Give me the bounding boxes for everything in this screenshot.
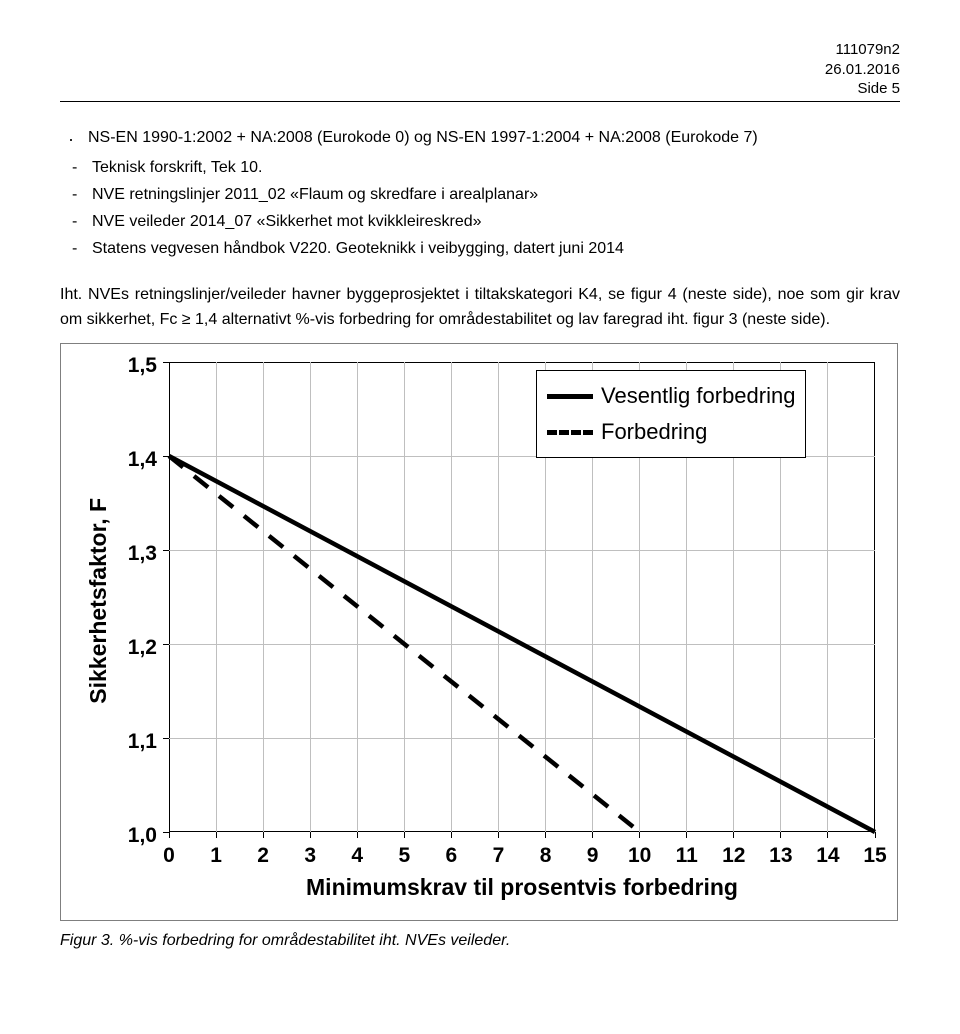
dash-list: Teknisk forskrift, Tek 10. NVE retningsl… xyxy=(60,156,900,261)
paragraph: Iht. NVEs retningslinjer/veileder havner… xyxy=(60,283,900,333)
list-item: NS-EN 1990-1:2002 + NA:2008 (Eurokode 0)… xyxy=(88,126,900,151)
caption-text: %-vis forbedring for områdestabilitet ih… xyxy=(119,932,511,949)
chart-series-line xyxy=(169,456,875,832)
caption-label: Figur 3. xyxy=(60,932,114,949)
chart-legend: Vesentlig forbedringForbedring xyxy=(536,370,806,458)
header-top: 111079n2 26.01.2016 Side 5 xyxy=(60,40,900,102)
chart-series-line xyxy=(169,456,640,832)
legend-item: Forbedring xyxy=(547,415,795,449)
legend-swatch xyxy=(547,385,593,407)
doc-date: 26.01.2016 xyxy=(60,60,900,80)
chart-figure: 01234567891011121314151,01,11,21,31,41,5… xyxy=(60,343,900,921)
body-content: NS-EN 1990-1:2002 + NA:2008 (Eurokode 0)… xyxy=(60,126,900,954)
doc-id: 111079n2 xyxy=(60,40,900,60)
legend-label: Vesentlig forbedring xyxy=(601,379,795,413)
list-item: NVE veileder 2014_07 «Sikkerhet mot kvik… xyxy=(72,210,900,235)
page-root: 111079n2 26.01.2016 Side 5 NS-EN 1990-1:… xyxy=(0,0,960,984)
legend-swatch xyxy=(547,421,593,443)
list-item: Statens vegvesen håndbok V220. Geoteknik… xyxy=(72,237,900,262)
bullet-list: NS-EN 1990-1:2002 + NA:2008 (Eurokode 0)… xyxy=(60,126,900,151)
page-header: 111079n2 26.01.2016 Side 5 xyxy=(60,40,900,102)
chart-canvas: 01234567891011121314151,01,11,21,31,41,5… xyxy=(60,343,898,921)
legend-label: Forbedring xyxy=(601,415,707,449)
doc-page-label: Side 5 xyxy=(60,79,900,99)
list-item: NVE retningslinjer 2011_02 «Flaum og skr… xyxy=(72,183,900,208)
list-item: Teknisk forskrift, Tek 10. xyxy=(72,156,900,181)
legend-item: Vesentlig forbedring xyxy=(547,379,795,413)
figure-caption: Figur 3. %-vis forbedring for områdestab… xyxy=(60,929,900,954)
